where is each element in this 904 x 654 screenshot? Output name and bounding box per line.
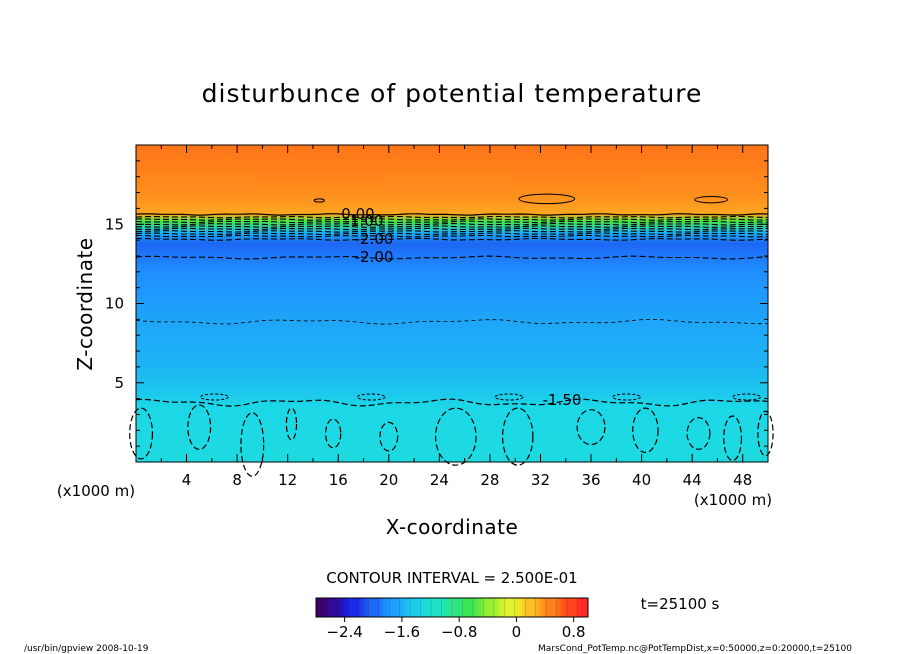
x-unit-label: (x1000 m)	[694, 491, 772, 509]
contour-cell-small	[199, 393, 229, 401]
x-tick-label: 12	[278, 471, 297, 489]
x-tick-label: 24	[430, 471, 449, 489]
contour-line-band	[135, 232, 769, 236]
contour-line-band	[136, 222, 768, 226]
footer-right: MarsCond_PotTemp.nc@PotTempDist,x=0:5000…	[538, 644, 852, 654]
contour-labels: 0.00-1.00-2.00-2.00-1.50	[341, 205, 581, 409]
x-tick-label: 40	[632, 471, 651, 489]
contour-interval-text: CONTOUR INTERVAL = 2.500E-01	[326, 569, 577, 587]
contour-line-band	[135, 230, 769, 233]
contour-cell-small	[494, 393, 524, 401]
contour-cell-lower	[723, 415, 743, 462]
contour-cell-lower	[576, 409, 606, 446]
y-axis-ticks: 5 10 15	[105, 144, 768, 447]
y-unit-label: (x1000 m)	[57, 482, 135, 500]
x-tick-label: 36	[581, 471, 600, 489]
contour-cell-upper	[694, 196, 729, 204]
contour-cell-lower	[501, 407, 534, 466]
colorbar-tick-label: −0.8	[441, 623, 477, 641]
contour-cell-lower	[686, 417, 711, 450]
x-axis-label: X-coordinate	[386, 515, 519, 539]
colorbar-ticks: −2.4 −1.6 −0.8 0 0.8	[326, 598, 586, 641]
contour-line-band	[135, 215, 769, 219]
colorbar-tick-label: 0.8	[562, 623, 586, 641]
contour-cell-small	[356, 393, 386, 401]
x-tick-label: 8	[232, 471, 242, 489]
contour-cell-lower	[324, 418, 342, 449]
contour-cell-upper	[313, 198, 325, 203]
contour-label: -2.00	[355, 248, 394, 266]
colorbar-tick-label: −1.6	[384, 623, 420, 641]
contour-lines	[129, 193, 774, 477]
x-tick-label: 20	[379, 471, 398, 489]
contour-cell-lower	[757, 410, 774, 457]
contour-label: 0.00	[341, 205, 374, 223]
y-tick-label: 10	[105, 295, 124, 313]
contour-line-neg2	[135, 237, 769, 241]
x-tick-label: 44	[683, 471, 702, 489]
contour-cell-lower	[129, 407, 154, 460]
contour-cell-small	[611, 393, 641, 401]
contour-cell-lower	[632, 407, 659, 454]
contour-label: -2.00	[355, 230, 394, 248]
contour-label: -1.00	[345, 212, 384, 230]
contour-cell-lower	[379, 421, 399, 452]
x-tick-label: 48	[733, 471, 752, 489]
colorbar	[315, 597, 589, 618]
contour-line-band	[136, 218, 769, 221]
contour-line-neg2-lower	[135, 255, 769, 260]
contour-line-zero	[135, 213, 769, 216]
contour-cell-upper	[518, 193, 576, 205]
contour-cell-lower	[187, 404, 212, 450]
contour-line-band	[136, 234, 769, 238]
colorbar-tick-label: −2.4	[326, 623, 362, 641]
contour-cell-lower	[240, 412, 265, 477]
x-tick-label: 16	[329, 471, 348, 489]
colorbar-tick-label: 0	[512, 623, 522, 641]
contour-line-mid	[135, 319, 769, 325]
contour-cell-lower	[285, 407, 298, 441]
contour-cell-lower	[434, 407, 477, 466]
contour-label: -1.50	[543, 391, 582, 409]
contour-line-band	[135, 220, 768, 224]
footer-left: /usr/bin/gpview 2008-10-19	[24, 644, 149, 654]
contour-line-band	[135, 225, 769, 228]
contour-cell-small	[732, 393, 762, 401]
y-tick-label: 5	[114, 374, 124, 392]
time-label: t=25100 s	[641, 595, 720, 613]
x-axis-ticks: 4 8 12 16 20 24 28 32 36 40 44 48	[135, 145, 769, 489]
y-tick-label: 15	[105, 215, 124, 233]
x-tick-label: 32	[531, 471, 550, 489]
y-axis-label: Z-coordinate	[73, 237, 97, 370]
x-tick-label: 4	[182, 471, 192, 489]
field-fill	[136, 145, 768, 462]
x-tick-label: 28	[480, 471, 499, 489]
contour-line-neg1-5	[135, 398, 769, 407]
contour-line-band	[136, 227, 769, 231]
chart-title: disturbunce of potential temperature	[202, 79, 703, 108]
